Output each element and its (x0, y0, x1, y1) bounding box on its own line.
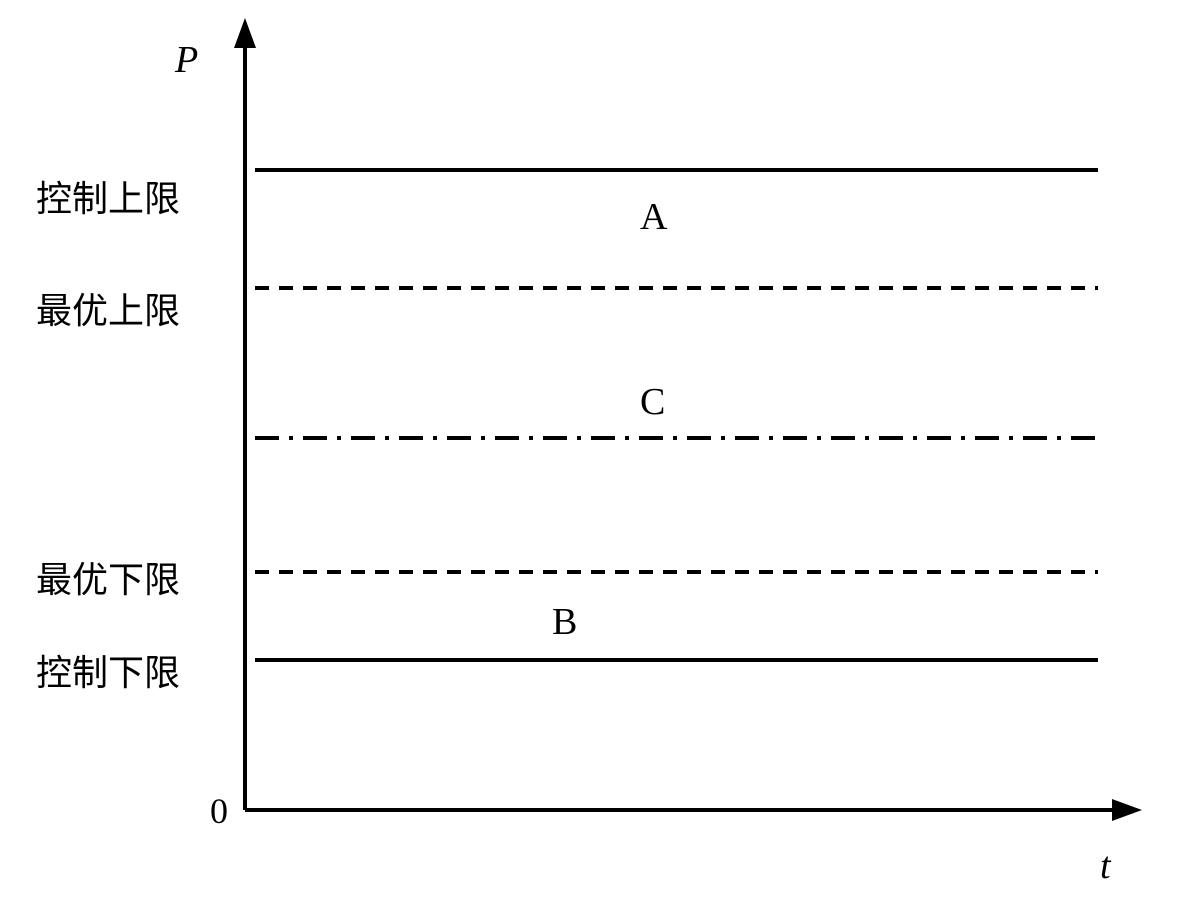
optimal-upper-label: 最优上限 (10, 282, 180, 334)
control-lower-label: 控制下限 (10, 644, 180, 696)
optimal-lower-label: 最优下限 (10, 551, 180, 603)
x-axis-arrow (1112, 799, 1142, 821)
y-axis-label: P (175, 38, 198, 82)
region-b-label: B (552, 600, 577, 644)
region-a-label: A (640, 195, 667, 239)
chart-svg (0, 0, 1189, 904)
control-band-chart: P t 0 控制上限 最优上限 最优下限 控制下限 A C B (0, 0, 1189, 904)
y-axis-arrow (234, 18, 256, 48)
region-c-label: C (640, 380, 665, 424)
control-upper-label: 控制上限 (10, 170, 180, 222)
x-axis-label: t (1100, 844, 1111, 888)
origin-label: 0 (210, 790, 228, 832)
